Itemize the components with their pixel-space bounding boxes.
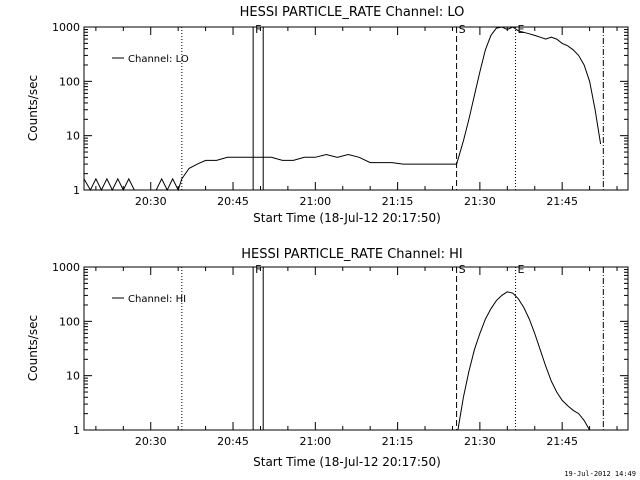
x-tick-label: 20:45 [217,195,249,208]
chart-panel-hi: HESSI PARTICLE_RATE Channel: HI F S E 20:3… [26,247,629,469]
x-tick-label: 20:30 [135,435,167,448]
x-tick-label: 21:00 [299,195,331,208]
x-tick-label: 21:15 [382,195,414,208]
chart-title: HESSI PARTICLE_RATE Channel: LO [240,5,465,20]
y-tick-label: 1 [73,424,80,437]
x-tick-label: 21:15 [382,435,414,448]
event-marker-label: E [518,263,525,276]
plot-frame [83,266,629,431]
y-axis-ticks: 1 10 100 1000 [52,261,628,437]
y-axis-label: Counts/sec [26,315,40,381]
x-axis-label: Start Time (18-Jul-12 20:17:50) [253,211,441,225]
chart-title: HESSI PARTICLE_RATE Channel: HI [241,247,462,262]
legend-label: Channel: LO [128,54,189,65]
event-marker-label: S [459,263,466,276]
legend-label: Channel: HI [128,294,186,305]
x-tick-label: 21:45 [546,195,578,208]
y-tick-label: 100 [59,75,80,88]
y-tick-label: 1 [73,184,80,197]
y-tick-label: 10 [66,370,80,383]
y-axis-label: Counts/sec [26,75,40,141]
footer-timestamp: 19-Jul-2012 14:49 [564,470,636,478]
x-axis-label: Start Time (18-Jul-12 20:17:50) [253,455,441,469]
event-marker-label: E [518,23,525,36]
series-line-hi [457,291,591,431]
y-tick-label: 1000 [52,21,80,34]
series-line-lo [83,26,602,192]
plot-frame [83,26,629,191]
y-tick-label: 10 [66,130,80,143]
event-marker-label: S [459,23,466,36]
x-tick-label: 21:30 [464,195,496,208]
x-tick-label: 21:00 [299,435,331,448]
y-tick-label: 100 [59,315,80,328]
x-axis-ticks: 20:30 20:45 21:00 21:15 21:30 21:45 [95,27,618,208]
x-tick-label: 20:30 [135,195,167,208]
x-tick-label: 21:45 [546,435,578,448]
event-marker-label: F [255,263,261,276]
y-tick-label: 1000 [52,261,80,274]
chart-panel-lo: HESSI PARTICLE_RATE Channel: LO F S E 20:3… [26,5,629,225]
x-tick-label: 21:30 [464,435,496,448]
x-axis-ticks: 20:30 20:45 21:00 21:15 21:30 21:45 [95,267,618,448]
event-marker-label: F [255,23,261,36]
x-tick-label: 20:45 [217,435,249,448]
y-axis-ticks: 1 10 100 1000 [52,21,628,197]
